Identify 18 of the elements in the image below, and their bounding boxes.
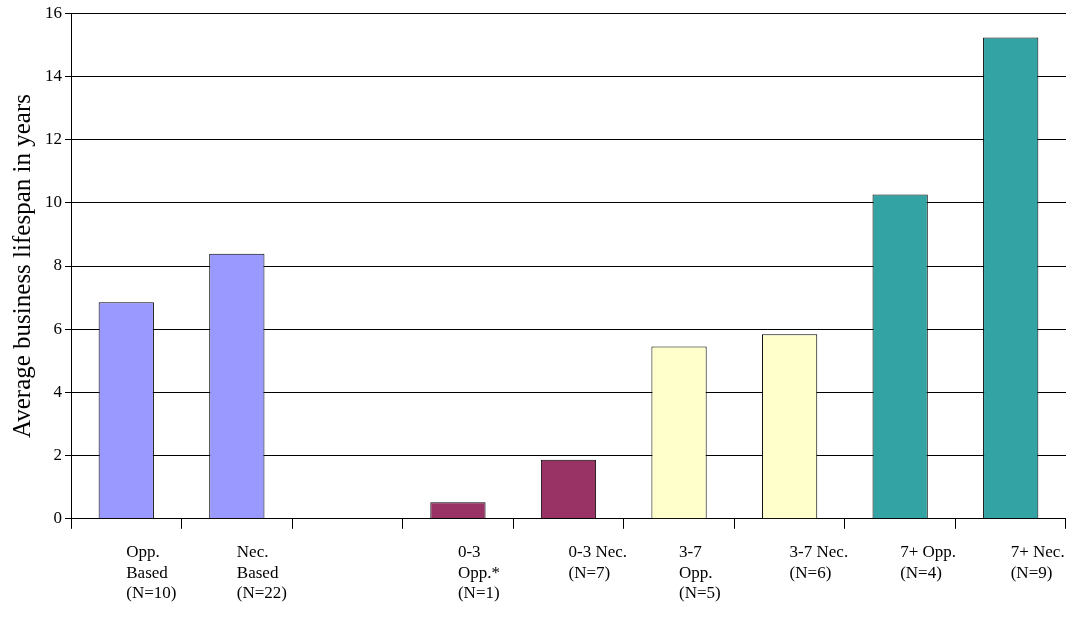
y-tick-label: 2 <box>53 445 62 465</box>
y-tick-label: 16 <box>45 2 62 22</box>
y-tick-label: 4 <box>53 381 63 401</box>
y-tick-label: 0 <box>53 508 62 528</box>
x-tick-label: 0-3 Opp.* (N=1) <box>457 542 500 603</box>
y-tick-label: 6 <box>53 318 62 338</box>
x-tick-label: 7+ Opp. (N=4) <box>900 542 957 582</box>
x-tick-label: Opp. Based (N=10) <box>126 542 177 603</box>
x-tick-label: 3-7 Opp. (N=5) <box>679 542 721 603</box>
x-tick-label: 7+ Nec. (N=9) <box>1010 542 1065 582</box>
x-tick-label: Nec. Based (N=22) <box>236 542 288 603</box>
y-tick-label: 14 <box>45 65 63 85</box>
y-tick-label: 10 <box>45 192 62 212</box>
x-tick-label: 0-3 Nec. (N=7) <box>568 542 628 582</box>
y-tick-label: 12 <box>45 129 62 149</box>
y-tick-label: 8 <box>53 255 62 275</box>
x-tick-label: 3-7 Nec. (N=6) <box>789 542 849 582</box>
y-axis-title: Average business lifespan in years <box>7 94 35 438</box>
